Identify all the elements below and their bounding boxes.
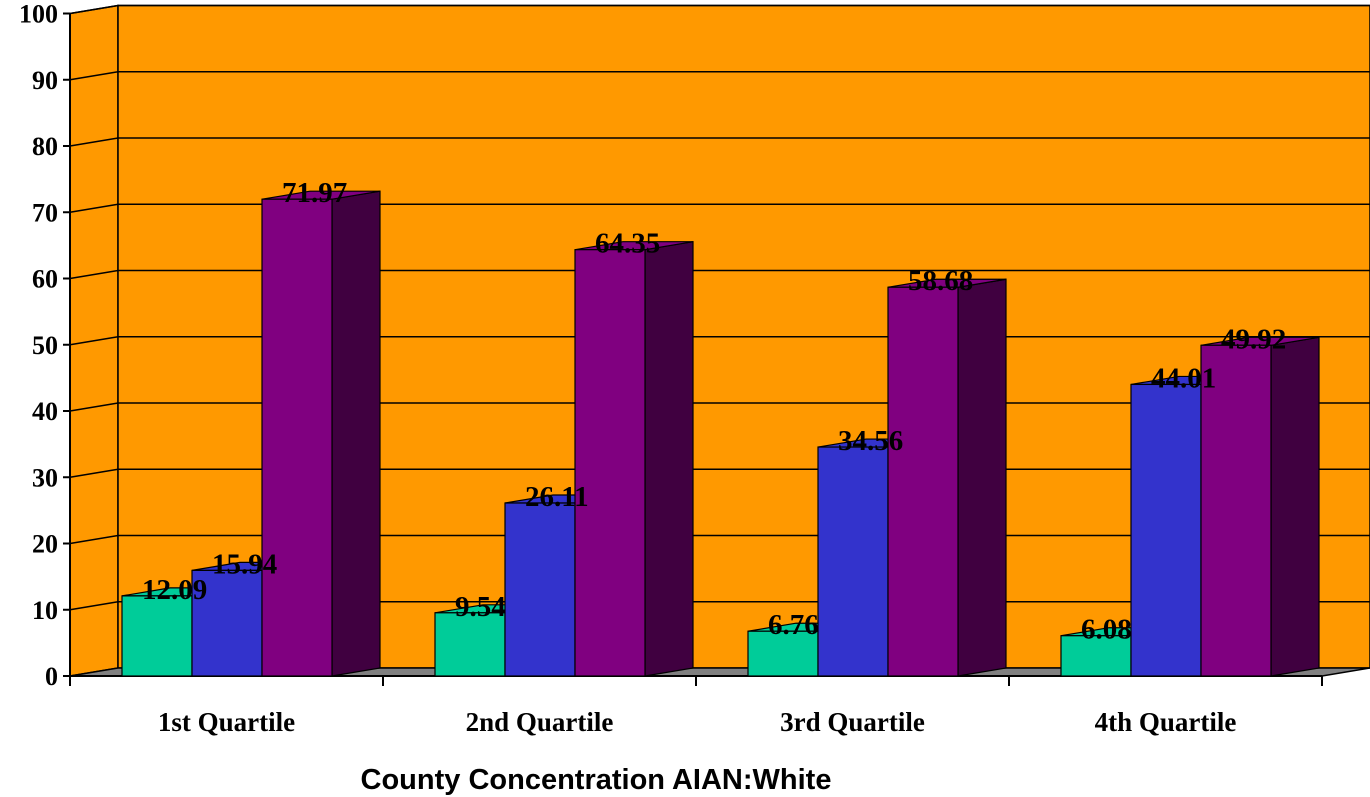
bar-front (262, 199, 332, 676)
y-tick-label: 90 (32, 66, 58, 95)
bar (575, 242, 693, 676)
data-label: 26.11 (525, 481, 589, 513)
bar-front (888, 287, 958, 676)
y-tick-label: 70 (32, 198, 58, 227)
data-label: 34.56 (838, 425, 903, 457)
y-tick-label: 0 (45, 662, 58, 691)
data-label: 15.94 (212, 548, 277, 580)
x-axis-title: County Concentration AIAN:White (361, 764, 832, 796)
x-tick-label: 1st Quartile (158, 707, 295, 737)
y-tick-label: 100 (19, 0, 58, 29)
bar-side (958, 279, 1006, 676)
data-label: 6.76 (768, 609, 819, 641)
y-tick-label: 50 (32, 331, 58, 360)
bar-front (575, 250, 645, 676)
y-tick-label: 20 (32, 530, 58, 559)
y-tick-label: 10 (32, 596, 58, 625)
x-tick-label: 2nd Quartile (466, 707, 614, 737)
y-tick-label: 30 (32, 463, 58, 492)
bar-front (1201, 345, 1271, 676)
bar-front (122, 596, 192, 676)
bar (1201, 337, 1319, 676)
data-label: 71.97 (282, 177, 347, 209)
bar-front (1131, 384, 1201, 676)
x-tick-label: 3rd Quartile (780, 707, 925, 737)
bar-side (332, 191, 380, 676)
y-tick-label: 80 (32, 132, 58, 161)
data-label: 49.92 (1221, 323, 1286, 355)
data-label: 12.09 (142, 574, 207, 606)
data-label: 64.35 (595, 228, 660, 260)
data-label: 9.54 (455, 591, 506, 623)
x-tick-label: 4th Quartile (1095, 707, 1237, 737)
bar-side (1271, 337, 1319, 676)
y-tick-label: 40 (32, 397, 58, 426)
bar-side (645, 242, 693, 676)
bar-front (818, 447, 888, 676)
bar (888, 279, 1006, 676)
bar-front (505, 503, 575, 676)
y-tick-label: 60 (32, 265, 58, 294)
data-label: 6.08 (1081, 614, 1132, 646)
data-label: 58.68 (908, 265, 973, 297)
data-label: 44.01 (1151, 362, 1216, 394)
bar (262, 191, 380, 676)
